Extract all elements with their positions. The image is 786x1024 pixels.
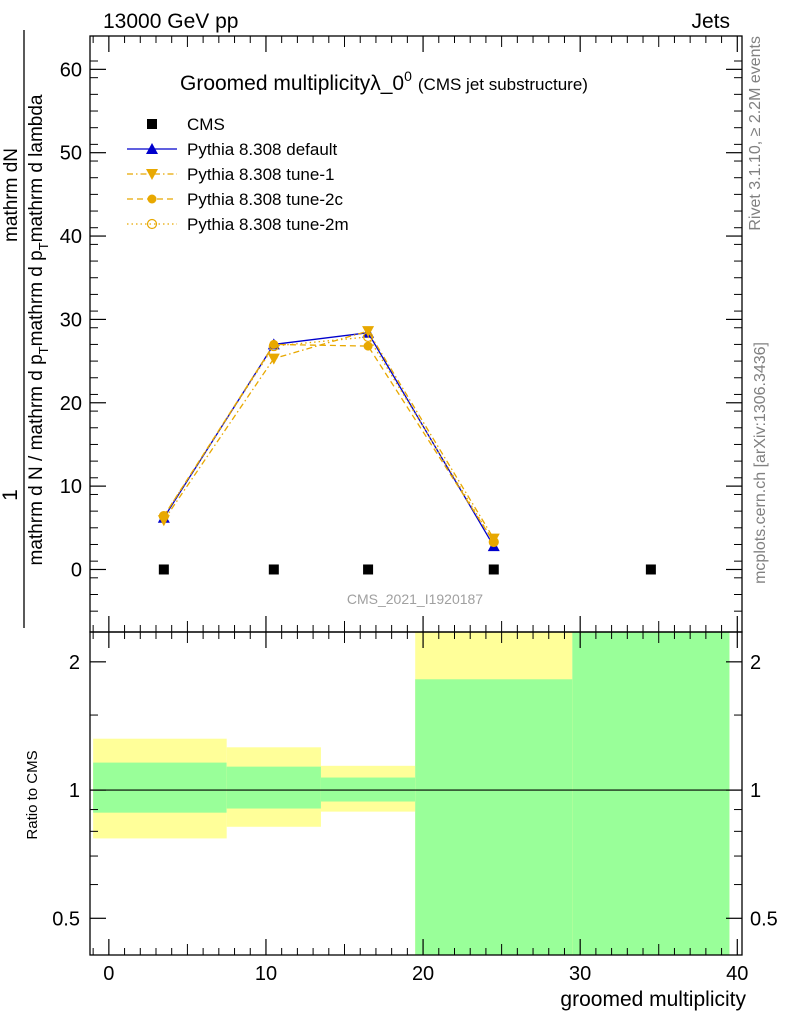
plot-title: Groomed multiplicityλ_00 (CMS jet substru… bbox=[180, 68, 588, 95]
header-energy: 13000 GeV pp bbox=[103, 10, 238, 33]
plot-title-sub: (CMS jet substructure) bbox=[418, 75, 588, 94]
series-0-point-3 bbox=[488, 564, 499, 575]
legend-label-4: Pythia 8.308 tune-2m bbox=[187, 215, 349, 234]
ratio-ytick-label-right-0: 0.5 bbox=[750, 908, 778, 930]
ratio-ytick-label-2: 2 bbox=[69, 652, 80, 674]
series-3-point-2 bbox=[363, 341, 373, 351]
ratio-ytick-label-0: 0.5 bbox=[52, 908, 80, 930]
main-ytick-label-4: 40 bbox=[60, 226, 82, 248]
ratio-band-inner-1 bbox=[226, 766, 321, 809]
xtick-label-3: 30 bbox=[569, 963, 591, 985]
series-0-point-4 bbox=[645, 564, 656, 575]
rivet-label: Rivet 3.1.10, ≥ 2.2M events bbox=[747, 36, 764, 231]
plot-title-main: Groomed multiplicityλ_0 bbox=[180, 72, 404, 95]
legend-marker-0 bbox=[147, 119, 157, 129]
legend-marker-1 bbox=[146, 143, 158, 154]
mcplots-label: mcplots.cern.ch [arXiv:1306.3436] bbox=[752, 342, 769, 584]
series-3-point-3 bbox=[489, 537, 499, 547]
series-4-point-0 bbox=[158, 511, 169, 522]
xtick-label-4: 40 bbox=[726, 963, 748, 985]
series-line-2 bbox=[163, 330, 495, 539]
analysis-watermark: CMS_2021_I1920187 bbox=[347, 591, 483, 607]
series-0-point-0 bbox=[158, 564, 169, 575]
ratio-frame bbox=[89, 631, 743, 956]
ratio-band-inner-3 bbox=[415, 679, 573, 955]
legend-label-3: Pythia 8.308 tune-2c bbox=[187, 190, 343, 209]
legend: CMS Pythia 8.308 default Pythia 8.308 tune… bbox=[127, 115, 349, 234]
ratio-band-inner-0 bbox=[93, 762, 227, 813]
series-2-point-1 bbox=[267, 353, 280, 365]
main-ytick-label-0: 0 bbox=[71, 559, 82, 581]
legend-marker-4 bbox=[146, 218, 158, 230]
series-4-point-1 bbox=[268, 340, 279, 352]
series-0-point-2 bbox=[363, 564, 374, 575]
xtick-label-1: 10 bbox=[255, 963, 277, 985]
series-4-point-2 bbox=[362, 331, 374, 343]
main-series bbox=[157, 326, 656, 575]
series-line-4 bbox=[163, 336, 495, 543]
ratio-ytick-label-right-1: 1 bbox=[750, 780, 761, 802]
xtick-label-2: 20 bbox=[412, 963, 434, 985]
header-process: Jets bbox=[691, 10, 730, 33]
main-ylabel-numerator: mathrm dN bbox=[1, 148, 22, 242]
legend-marker-3 bbox=[147, 194, 157, 204]
plot-title-sup: 0 bbox=[404, 68, 412, 84]
legend-label-2: Pythia 8.308 tune-1 bbox=[187, 165, 334, 184]
ratio-ylabel: Ratio to CMS bbox=[24, 750, 41, 839]
xaxis-label: groomed multiplicity bbox=[560, 988, 746, 1011]
main-ylabel: 1 mathrm dN mathrm d N / mathrm d pTmath… bbox=[0, 30, 51, 628]
series-0-point-1 bbox=[268, 564, 279, 575]
ratio-band-inner-4 bbox=[572, 632, 730, 955]
ratio-bands bbox=[90, 632, 742, 955]
series-4-point-3 bbox=[488, 536, 499, 548]
legend-label-1: Pythia 8.308 default bbox=[187, 140, 338, 159]
main-ytick-label-1: 10 bbox=[60, 476, 82, 498]
ratio-ytick-label-right-2: 2 bbox=[750, 652, 761, 674]
xtick-label-0: 0 bbox=[103, 963, 114, 985]
main-ytick-label-6: 60 bbox=[60, 59, 82, 81]
series-line-3 bbox=[163, 343, 495, 543]
main-ylabel-denominator: mathrm d N / mathrm d pTmathrm d pTmathr… bbox=[26, 94, 51, 565]
main-ytick-label-2: 20 bbox=[60, 393, 82, 415]
main-panel: Groomed multiplicityλ_00 (CMS jet substru… bbox=[127, 68, 656, 607]
legend-marker-2 bbox=[146, 169, 158, 180]
main-ytick-label-5: 50 bbox=[60, 143, 82, 165]
legend-label-0: CMS bbox=[187, 115, 225, 134]
main-ylabel-prefix: 1 bbox=[0, 489, 22, 501]
ratio-ytick-label-1: 1 bbox=[69, 780, 80, 802]
series-2-point-2 bbox=[362, 326, 375, 338]
main-ytick-label-3: 30 bbox=[60, 309, 82, 331]
